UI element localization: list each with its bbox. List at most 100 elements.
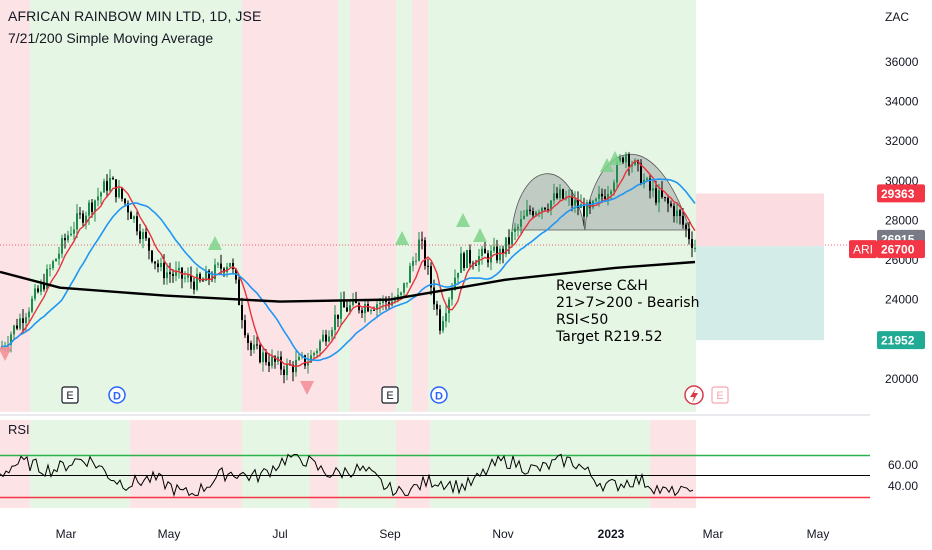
candle-body <box>31 298 33 312</box>
candle-body <box>361 310 363 314</box>
candle-body <box>358 303 360 311</box>
candle-body <box>658 190 660 203</box>
rsi-line <box>0 453 694 498</box>
rsi-tick: 60.00 <box>888 458 918 472</box>
rsi-pane: 60.00 40.00 <box>0 453 918 499</box>
candle-body <box>511 231 513 245</box>
candle-body <box>667 198 669 204</box>
candle-body <box>547 209 549 211</box>
dividend-icon[interactable]: D <box>430 386 448 404</box>
candle-body <box>532 211 534 216</box>
flash-icon[interactable] <box>684 385 704 405</box>
rsi-zone <box>310 420 338 508</box>
rsi-label: RSI <box>8 422 30 437</box>
buy-signal-marker <box>473 228 487 242</box>
candle-body <box>154 261 156 264</box>
candle-body <box>631 164 633 167</box>
candle-body <box>688 228 690 240</box>
earnings-icon[interactable]: E <box>61 386 79 404</box>
price-tag-box <box>877 240 925 259</box>
candle-body <box>337 314 339 319</box>
candle-body <box>16 325 18 329</box>
time-label: 2023 <box>598 527 625 541</box>
trend-zone <box>396 0 412 412</box>
earnings-icon[interactable]: E <box>381 386 399 404</box>
candle-body <box>574 200 576 206</box>
candle-body <box>313 353 315 356</box>
annotation-line: Target R219.52 <box>556 329 663 345</box>
candle-body <box>400 292 402 295</box>
chart-title: AFRICAN RAINBOW MIN LTD, 1D, JSE <box>8 8 262 24</box>
candle-body <box>475 264 477 266</box>
candle-body <box>424 240 426 266</box>
earnings-letter: E <box>716 390 723 402</box>
symbol-tag-box <box>849 240 877 259</box>
candle-body <box>274 356 276 362</box>
candle-body <box>190 275 192 282</box>
candle-body <box>142 231 144 240</box>
price-tag-label: 21952 <box>881 334 915 348</box>
candle-body <box>223 268 225 273</box>
price-tick: 30000 <box>885 174 919 188</box>
time-axis: Mar May Jul Sep Nov 2023 Mar May <box>56 527 830 541</box>
candle-body <box>520 219 522 227</box>
candle-body <box>649 178 651 191</box>
candle-body <box>268 362 270 366</box>
price-tick: 36000 <box>885 55 919 69</box>
candle-body <box>421 239 423 241</box>
earnings-letter: E <box>66 390 73 402</box>
candle-body <box>691 239 693 248</box>
flash-bolt <box>690 388 698 403</box>
candle-body <box>619 157 621 162</box>
earnings-icon[interactable]: E <box>711 386 729 404</box>
candle-body <box>70 233 72 236</box>
price-tag-box <box>877 184 925 203</box>
annotation-line: RSI<50 <box>556 312 609 328</box>
candle-body <box>229 263 231 267</box>
candle-body <box>340 300 342 319</box>
price-tick: 28000 <box>885 213 919 227</box>
candle-body <box>10 334 12 345</box>
candle-body <box>220 263 222 269</box>
candle-body <box>148 238 150 251</box>
candle-body <box>202 280 204 282</box>
candle-body <box>178 267 180 271</box>
candle-body <box>208 270 210 279</box>
candle-body <box>445 313 447 322</box>
candle-body <box>28 311 30 318</box>
rsi-zone <box>30 420 130 508</box>
candle-body <box>247 335 249 343</box>
dividend-icon[interactable]: D <box>108 386 126 404</box>
candle-body <box>307 362 309 366</box>
candle-body <box>199 273 201 281</box>
candle-body <box>481 248 483 257</box>
time-label: May <box>158 527 181 541</box>
buy-signal-marker <box>208 236 222 250</box>
candle-body <box>133 216 135 219</box>
price-tick: 20000 <box>885 372 919 386</box>
earnings-letter: E <box>386 390 393 402</box>
trend-zone <box>428 0 696 412</box>
sell-signal-marker <box>0 347 12 361</box>
candle-body <box>292 364 294 373</box>
candle-body <box>349 305 351 312</box>
candle-body <box>418 239 420 261</box>
candle-body <box>352 298 354 306</box>
candle-body <box>52 261 54 269</box>
candle-body <box>427 265 429 267</box>
candle-body <box>172 274 174 276</box>
candle-body <box>328 336 330 342</box>
candle-body <box>607 194 609 199</box>
candle-body <box>577 200 579 208</box>
candle-body <box>523 215 525 220</box>
cup-handle-drawing <box>511 153 691 231</box>
price-tag-label: 26700 <box>881 243 915 257</box>
candle-body <box>187 275 189 278</box>
candle-body <box>334 314 336 331</box>
candle-body <box>130 212 132 219</box>
candle-body <box>196 273 198 290</box>
candle-body <box>193 281 195 290</box>
candle-body <box>49 268 51 270</box>
